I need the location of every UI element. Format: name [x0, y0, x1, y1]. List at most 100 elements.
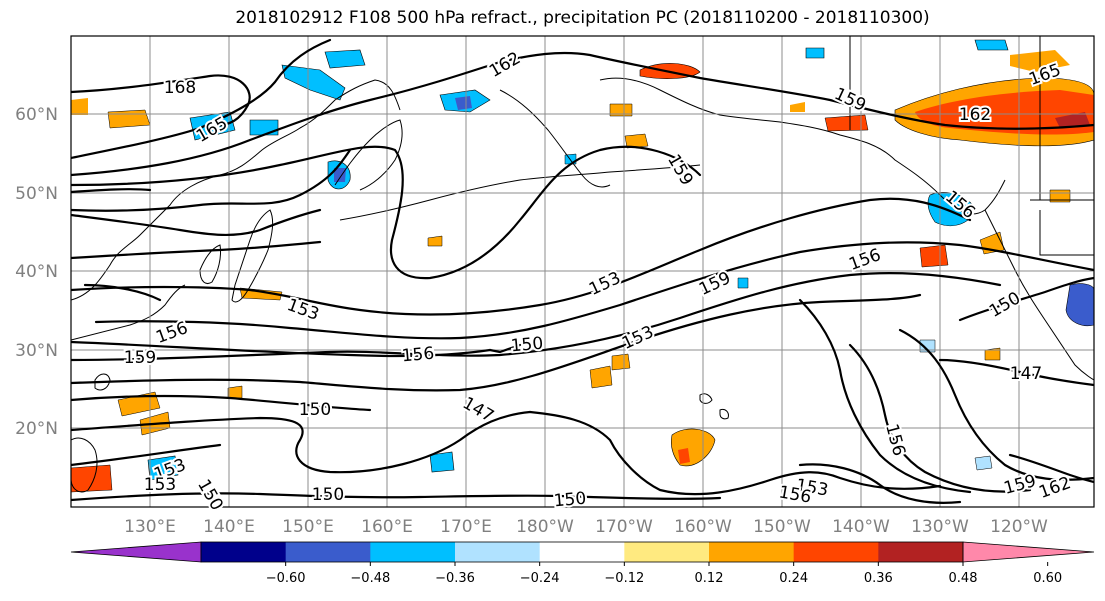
- contour-line: [71, 74, 251, 128]
- lon-label: 150°W: [753, 517, 811, 537]
- contour-line: [71, 443, 222, 467]
- lon-label: 160°E: [361, 517, 413, 537]
- contour-line: [71, 148, 352, 212]
- coastline-china: [71, 284, 186, 341]
- coastline-taiwan: [94, 373, 111, 391]
- colorbar-tick-label: −0.24: [520, 571, 560, 586]
- contour-line: [528, 410, 942, 496]
- contour-label: 150: [312, 485, 344, 505]
- coastline-alaska: [599, 77, 1006, 215]
- contour-line: [71, 410, 532, 474]
- contour-line: [71, 38, 332, 160]
- precip-negative-patch: [974, 39, 1009, 51]
- contour-line: [71, 271, 1002, 362]
- precip-negative-patch: [919, 339, 936, 353]
- precip-negative-patch: [281, 64, 346, 101]
- contour-line: [488, 343, 522, 354]
- contour-label: 156: [401, 344, 435, 367]
- precip-positive-patch: [624, 133, 649, 149]
- colorbar-tick-label: −0.36: [435, 571, 475, 586]
- lon-label: 160°W: [674, 517, 732, 537]
- lat-label: 50°N: [15, 184, 58, 204]
- precip-positive-patch: [427, 235, 443, 247]
- lon-label: 130°E: [124, 517, 176, 537]
- lon-label: 180°W: [516, 517, 574, 537]
- precip-positive-patch: [71, 98, 88, 115]
- lon-label: 120°W: [990, 517, 1048, 537]
- map-frame: [70, 35, 1095, 508]
- contour-label: 150: [299, 400, 331, 420]
- coastline-asia: [71, 79, 401, 301]
- colorbar-tick-label: 0.48: [949, 571, 978, 586]
- contour-line: [848, 343, 1032, 493]
- colorbar-tick-label: −0.12: [604, 571, 644, 586]
- lon-label: 150°E: [282, 517, 334, 537]
- colorbar-segment: [455, 542, 541, 562]
- precip-positive-patch: [107, 109, 151, 129]
- contour-line: [71, 492, 722, 502]
- contour-line: [958, 276, 1094, 322]
- contour-line: [83, 283, 162, 302]
- lat-label: 40°N: [15, 262, 58, 282]
- colorbar-segment: [201, 542, 287, 562]
- contour-line: [71, 51, 1094, 177]
- precip-positive-patch: [1055, 112, 1090, 128]
- precip-negative-patch: [324, 49, 366, 69]
- precip-positive-patch: [984, 347, 1001, 361]
- contour-line: [898, 328, 1094, 481]
- lat-label: 20°N: [15, 419, 58, 439]
- colorbar-tick-label: 0.24: [779, 571, 808, 586]
- coastline-japan: [231, 209, 274, 303]
- colorbar-tick-label: −0.60: [266, 571, 306, 586]
- coastline-bering: [499, 89, 611, 188]
- contour-label: 147: [1010, 364, 1042, 384]
- precip-positive-patch: [790, 102, 805, 112]
- precip-negative-patch: [429, 451, 455, 473]
- precip-negative-patch: [249, 119, 279, 136]
- precip-negative-patch: [974, 455, 993, 471]
- coastline-kamchatka: [334, 119, 403, 191]
- contour-line: [71, 197, 972, 316]
- colorbar-tick-label: 0.36: [864, 571, 893, 586]
- lon-label: 140°E: [203, 517, 255, 537]
- colorbar-tick-label: −0.48: [350, 571, 390, 586]
- contour-line: [798, 463, 962, 504]
- precip-negative-patch: [334, 168, 346, 182]
- precip-positive-patch: [915, 90, 1094, 135]
- precip-positive-patch: [609, 103, 633, 117]
- precip-positive-patch: [678, 448, 690, 464]
- precip-negative-patch: [455, 96, 472, 110]
- lon-label: 130°W: [911, 517, 969, 537]
- colorbar-extend-low: [70, 541, 202, 563]
- contour-line: [71, 188, 152, 194]
- contour-line: [1008, 453, 1094, 484]
- contour-line: [94, 241, 1094, 340]
- precip-positive-patch: [71, 464, 113, 493]
- contour-line: [71, 208, 322, 236]
- longitude-labels: 130°E 140°E 150°E 160°E 170°E 180°W 170°…: [124, 517, 1048, 537]
- contour-label: 159: [124, 348, 156, 368]
- precip-negative-patch: [147, 455, 179, 481]
- colorbar-tick-label: 0.60: [1033, 571, 1062, 586]
- precip-negative-patch: [1065, 283, 1094, 327]
- contour-label: 153: [144, 475, 176, 495]
- colorbar-segment: [370, 542, 456, 562]
- lon-label: 140°W: [832, 517, 890, 537]
- precip-positive-patch: [589, 365, 613, 389]
- map-title: 2018102912 F108 500 hPa refract., precip…: [235, 8, 930, 28]
- contour-line: [71, 293, 922, 392]
- coastline-aleutians: [339, 164, 701, 221]
- lat-label: 30°N: [15, 341, 58, 361]
- contour-line: [938, 358, 1094, 387]
- precip-positive-patch: [611, 353, 631, 371]
- contour-line: [71, 145, 702, 280]
- colorbar-segment: [285, 542, 371, 562]
- precip-negative-patch: [737, 277, 749, 289]
- colorbar-segment: [878, 542, 964, 562]
- coastline-korea: [199, 244, 221, 284]
- contour-label: 162: [959, 105, 991, 125]
- precip-positive-patch: [919, 244, 949, 268]
- precip-negative-patch: [805, 47, 825, 59]
- lon-label: 170°E: [440, 517, 492, 537]
